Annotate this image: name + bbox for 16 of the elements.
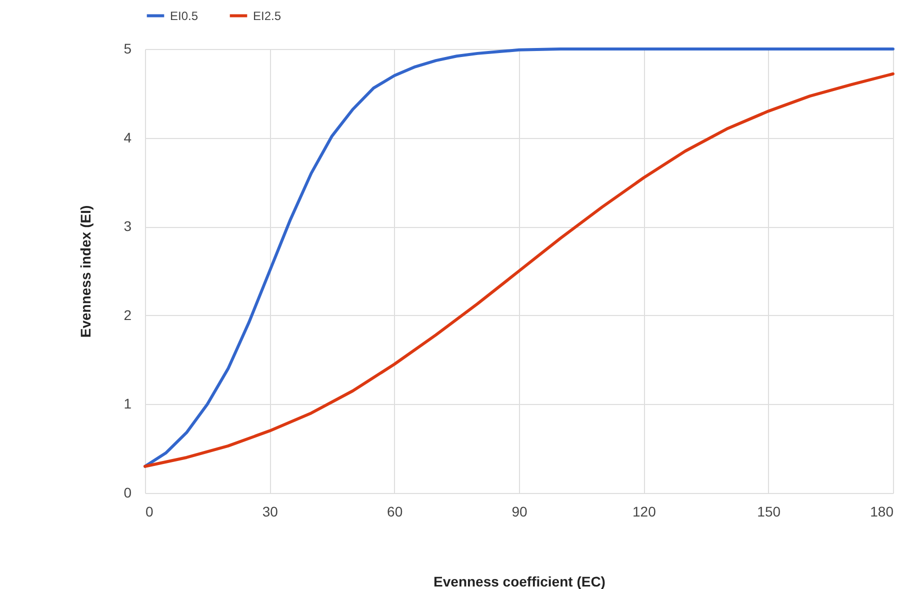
- x-tick-label: 120: [632, 504, 656, 520]
- legend-label: EI2.5: [253, 8, 282, 23]
- y-tick-label: 5: [124, 40, 132, 56]
- x-tick-label: 30: [262, 504, 278, 520]
- y-tick-label: 2: [124, 306, 132, 323]
- y-axis-title: Evenness index (EI): [78, 205, 94, 338]
- y-tick-label: 4: [124, 129, 132, 146]
- y-tick-label: 3: [124, 218, 132, 234]
- x-tick-label: 60: [387, 504, 403, 520]
- x-tick-label: 90: [512, 504, 528, 520]
- y-tick-label: 1: [124, 396, 132, 412]
- legend-label: EI0.5: [170, 8, 198, 23]
- x-tick-label: 0: [146, 504, 154, 520]
- y-tick-label: 0: [124, 484, 132, 500]
- x-tick-label: 150: [757, 504, 781, 520]
- x-tick-label: 180: [870, 504, 894, 520]
